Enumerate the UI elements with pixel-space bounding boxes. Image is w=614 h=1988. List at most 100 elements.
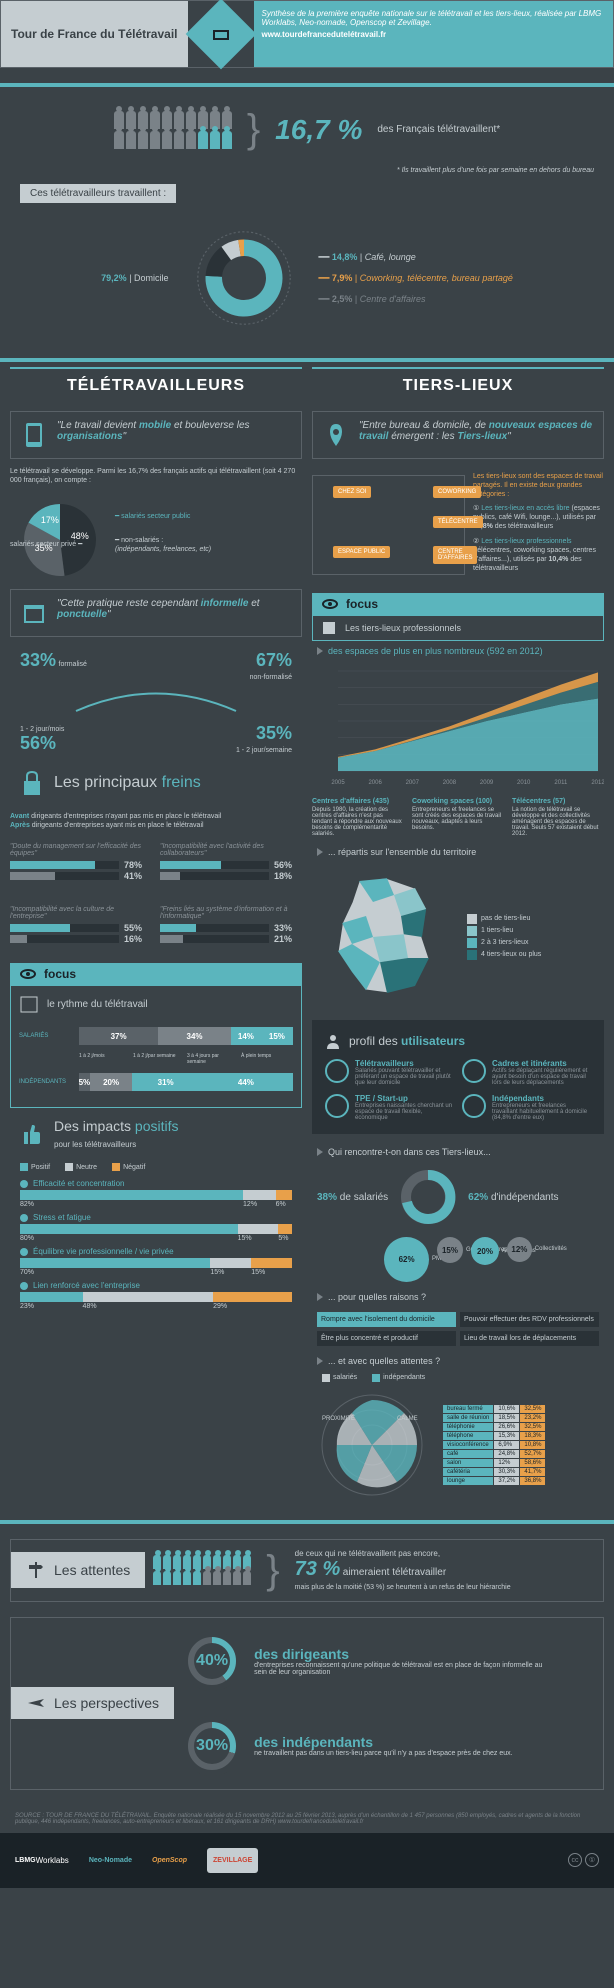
pie-legend: ━ salariés secteur public ━ non-salariés… (115, 512, 211, 569)
quote-mobile: "Le travail devient mobile et bouleverse… (10, 411, 302, 459)
france-map (317, 867, 457, 1007)
area-chart: 20052006200720082009201020112012 (312, 666, 604, 786)
svg-text:2012: 2012 (591, 780, 604, 786)
area-title: des espaces de plus en plus nombreux (59… (312, 641, 604, 661)
user-icon (325, 1033, 341, 1049)
map-section: pas de tiers-lieu1 tiers-lieu2 à 3 tiers… (312, 862, 604, 1012)
pin-icon (321, 420, 351, 450)
svg-text:2006: 2006 (368, 780, 382, 786)
impacts-title: Des impacts positifspour les télétravail… (10, 1108, 302, 1160)
right-column: TIERS-LIEUX "Entre bureau & domicile, de… (312, 367, 604, 1505)
left-column: TÉLÉTRAVAILLEURS "Le travail devient mob… (10, 367, 302, 1505)
reasons-grid: Rompre avec l'isolement du domicilePouvo… (312, 1307, 604, 1351)
source-text: SOURCE : TOUR DE FRANCE DU TÉLÉTRAVAIL. … (0, 1805, 614, 1833)
quote-tiers: "Entre bureau & domicile, de nouveaux es… (312, 411, 604, 459)
eye-icon-2 (322, 599, 338, 609)
infographic-page: Tour de France du Télétravail Synthèse d… (0, 0, 614, 1888)
perspectives-content: 40% des dirigeantsd'entreprises reconnai… (174, 1618, 603, 1789)
logo-zevillage: ZEVILLAGE (207, 1848, 258, 1873)
people-icons-2 (153, 1555, 251, 1585)
svg-text:2008: 2008 (443, 780, 457, 786)
header-title: Tour de France du Télétravail (1, 1, 188, 67)
workplace-right-labels: ━━ 14,8% | Café, lounge ━━ 7,9% | Cowork… (319, 252, 513, 305)
perspectives-band: Les perspectives 40% des dirigeantsd'ent… (10, 1617, 604, 1790)
attentes-band: Les Les attentesattentes } de ceux qui n… (10, 1539, 604, 1602)
attentes-content: } de ceux qui ne télétravaillent pas enc… (145, 1540, 603, 1601)
logo-lbmg: LBMG Worklabs (15, 1848, 69, 1873)
top-stat-row: } 16,7 % des Français télétravaillent* (0, 92, 614, 167)
quote1-intro: Le télétravail se développe. Parmi les 1… (10, 467, 302, 485)
lock-icon (20, 769, 44, 797)
attentes-legend: salariés indépendants (312, 1371, 604, 1385)
top-pct: 16,7 % (275, 114, 362, 146)
workplace-title: Ces télétravailleurs travaillent : (20, 184, 176, 203)
band-divider-2 (0, 358, 614, 362)
freins-legend: Avant dirigeants d'entreprises n'ayant p… (10, 812, 302, 830)
home-label: 79,2% | Domicile (101, 273, 168, 283)
meet-title: Qui rencontre-t-on dans ces Tiers-lieux.… (312, 1142, 604, 1162)
focus-band-right: focus (312, 593, 604, 615)
people-icons (114, 111, 232, 149)
rhythm-stacked-bars: SALARIÉS37%34%14%15%1 à 2 j/mois1 à 2 j/… (19, 1022, 293, 1096)
svg-text:PROXIMITÉ: PROXIMITÉ (322, 1415, 355, 1422)
impacts-bars: Efficacité et concentration 82%12%6%Stre… (10, 1179, 302, 1310)
building-icon (321, 620, 337, 636)
attentes-table: bureau fermé10,6%32,5%salle de réunion18… (442, 1404, 546, 1486)
right-col-title: TIERS-LIEUX (312, 369, 604, 403)
header-url: www.tourdefrancedutelétravail.fr (262, 30, 606, 39)
focus-pro: Les tiers-lieux professionnels (312, 615, 604, 641)
workplace-donut-section: 79,2% | Domicile ━━ 14,8% | Café, lounge… (0, 213, 614, 343)
map-title: ... répartis sur l'ensemble du territoir… (312, 842, 604, 862)
footer: LBMG Worklabs Neo-Nomade OpenScop ZEVILL… (0, 1833, 614, 1888)
signpost-icon (26, 1560, 46, 1580)
eye-icon (20, 969, 36, 979)
meet-donut (398, 1167, 458, 1227)
header: Tour de France du Télétravail Synthèse d… (0, 0, 614, 68)
formal-arc (10, 686, 302, 716)
logo-neonomade: Neo-Nomade (89, 1848, 132, 1873)
header-hex-icon (185, 0, 256, 69)
quote-informal-text: "Cette pratique reste cependant informel… (57, 598, 293, 620)
workplace-donut-chart (189, 223, 299, 333)
categories-text: Les tiers-lieux sont des espaces de trav… (473, 472, 604, 578)
calendar-icon (19, 598, 49, 628)
three-types: Centres d'affaires (435)Depuis 1980, la … (312, 798, 604, 837)
plane-icon (26, 1695, 46, 1711)
profile-block: profil des utilisateurs Télétravailleurs… (312, 1020, 604, 1134)
formal-pair: 33% formalisé 67%non-formalisé (10, 645, 302, 686)
reasons-title: ... pour quelles raisons ? (312, 1287, 604, 1307)
svg-text:2007: 2007 (406, 780, 420, 786)
freins-bars: "Doute du management sur l'efficacité de… (10, 835, 302, 953)
thumb-icon (20, 1122, 44, 1146)
polar-chart: PROXIMITÉ CALME (312, 1385, 432, 1505)
freins-title: Les principaux freins (10, 759, 302, 807)
band-divider-3 (0, 1520, 614, 1524)
svg-text:CALME: CALME (397, 1416, 418, 1422)
freq-pair: 1 - 2 jour/mois56% 35%1 - 2 jour/semaine (10, 718, 302, 759)
top-note: * Ils travaillent plus d'une fois par se… (0, 167, 614, 174)
impacts-legend: Positif Neutre Négatif (10, 1160, 302, 1174)
phone-icon (19, 420, 49, 450)
focus-rhythm: le rythme du télétravail SALARIÉS37%34%1… (10, 985, 302, 1108)
perspectives-label: Les perspectives (11, 1687, 174, 1719)
brace-2: } (266, 1548, 279, 1593)
left-col-title: TÉLÉTRAVAILLEURS (10, 369, 302, 403)
svg-text:17%: 17% (41, 515, 59, 525)
header-subtitle-block: Synthèse de la première enquête national… (254, 1, 614, 67)
svg-text:2005: 2005 (331, 780, 345, 786)
attentes-title: ... et avec quelles attentes ? (312, 1351, 604, 1371)
header-subtitle: Synthèse de la première enquête national… (262, 9, 606, 27)
attentes-label: Les Les attentesattentes (11, 1552, 145, 1588)
focus-band-left: focus (10, 963, 302, 985)
calendar-small-icon (19, 994, 39, 1014)
profile-grid: TélétravailleursSalariés pouvant télétra… (320, 1054, 596, 1126)
two-columns: TÉLÉTRAVAILLEURS "Le travail devient mob… (0, 367, 614, 1505)
quote-mobile-text: "Le travail devient mobile et bouleverse… (57, 420, 293, 442)
svg-text:2011: 2011 (554, 780, 568, 786)
quote-informal: "Cette pratique reste cependant informel… (10, 589, 302, 637)
cc-icon: cc① (568, 1853, 599, 1867)
brace-icon: } (247, 107, 260, 152)
map-legend: pas de tiers-lieu1 tiers-lieu2 à 3 tiers… (467, 912, 541, 962)
meet-bubbles: 62%PME/TPE15%Grandes entreprises20%Assoc… (312, 1232, 604, 1287)
top-label: des Français télétravaillent* (377, 124, 500, 135)
